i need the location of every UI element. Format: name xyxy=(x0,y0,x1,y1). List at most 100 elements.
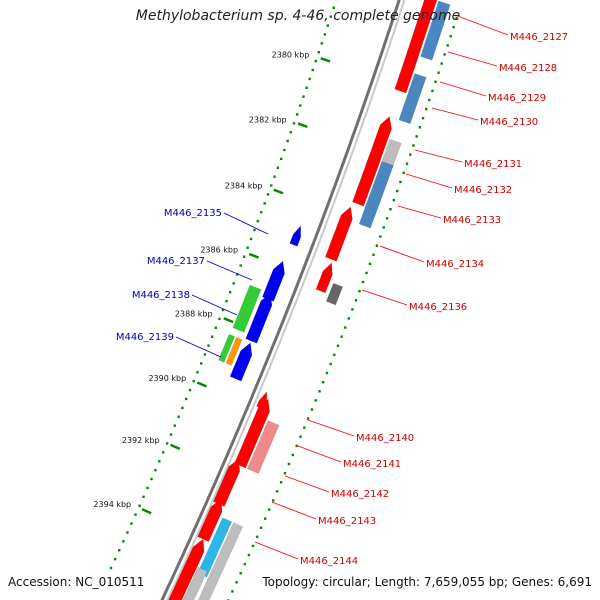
gene-label[interactable]: M446_2134 xyxy=(426,259,484,270)
gc-dot xyxy=(428,98,431,102)
gc-dot xyxy=(287,462,291,466)
label-leader-line xyxy=(175,336,222,358)
gene-label[interactable]: M446_2131 xyxy=(464,159,522,170)
gene-feature[interactable] xyxy=(394,50,417,94)
gene-feature[interactable] xyxy=(289,225,302,247)
gene-feature[interactable] xyxy=(192,522,244,600)
label-leader-line xyxy=(439,81,487,97)
gc-dot xyxy=(142,495,145,499)
backbone-highlight xyxy=(166,0,406,600)
gc-dot xyxy=(231,590,234,593)
gene-feature[interactable] xyxy=(213,458,241,507)
gc-dot xyxy=(382,226,385,229)
gc-dot xyxy=(347,317,351,320)
gene-feature[interactable] xyxy=(247,420,280,474)
gc-dot xyxy=(154,468,157,472)
gc-dot xyxy=(267,508,271,511)
gene-label[interactable]: M446_2139 xyxy=(116,332,174,343)
gene-feature[interactable] xyxy=(325,282,344,306)
gene-label[interactable]: M446_2130 xyxy=(480,117,538,128)
gc-dot xyxy=(405,162,409,165)
gene-label[interactable]: M446_2140 xyxy=(356,433,414,444)
gene-feature[interactable] xyxy=(175,566,208,600)
gc-dot xyxy=(295,444,298,448)
label-leader-line xyxy=(297,445,342,463)
label-leader-line xyxy=(361,289,408,306)
label-leader-line xyxy=(379,245,425,263)
gene-feature[interactable] xyxy=(324,206,353,262)
gene-feature[interactable] xyxy=(245,292,273,344)
gc-dot xyxy=(239,264,242,267)
gc-dot xyxy=(424,107,428,111)
gc-dot xyxy=(402,171,405,175)
gene-feature[interactable] xyxy=(218,333,236,363)
tick-label: 2380 kbp xyxy=(272,50,310,59)
gc-dot xyxy=(134,513,137,516)
gene-label[interactable]: M446_2136 xyxy=(409,302,467,313)
gene-feature[interactable] xyxy=(225,336,243,366)
gene-label[interactable]: M446_2128 xyxy=(499,63,557,74)
tick-label: 2392 kbp xyxy=(122,436,160,445)
label-leader-line xyxy=(307,419,355,437)
gc-dot xyxy=(263,202,266,205)
gc-dot xyxy=(232,282,235,285)
gc-dot xyxy=(399,180,402,184)
gene-feature[interactable] xyxy=(163,538,205,600)
gc-dot xyxy=(311,68,314,72)
tick-label: 2382 kbp xyxy=(249,115,287,124)
gene-label[interactable]: M446_2143 xyxy=(318,516,376,527)
gc-dot xyxy=(308,77,311,81)
gc-dot xyxy=(305,86,308,89)
gene-feature[interactable] xyxy=(234,398,270,469)
gc-dot xyxy=(365,271,368,275)
gc-dot xyxy=(177,415,180,418)
gene-feature[interactable] xyxy=(232,284,262,333)
gene-feature[interactable] xyxy=(420,0,451,61)
gc-dot xyxy=(109,566,113,570)
gene-label[interactable]: M446_2127 xyxy=(510,32,568,43)
gc-dot xyxy=(255,535,259,539)
gene-feature[interactable] xyxy=(229,342,253,382)
gene-label[interactable]: M446_2138 xyxy=(132,290,190,301)
gene-label[interactable]: M446_2132 xyxy=(454,185,512,196)
gene-feature[interactable] xyxy=(315,262,333,294)
gc-dot xyxy=(138,504,141,507)
gc-dot xyxy=(146,486,149,490)
label-leader-line xyxy=(206,260,253,281)
map-title-text: Methylobacterium sp. 4-46, complete geno… xyxy=(135,8,461,24)
gc-dot xyxy=(256,219,260,223)
gc-dot xyxy=(207,344,210,347)
gene-label[interactable]: M446_2142 xyxy=(331,489,389,500)
gene-label[interactable]: M446_2137 xyxy=(147,256,205,267)
gene-feature[interactable] xyxy=(398,73,427,125)
gc-dot xyxy=(236,273,239,276)
gc-dot xyxy=(235,581,238,584)
gc-dot xyxy=(368,262,372,266)
gene-label[interactable]: M446_2141 xyxy=(343,459,401,470)
label-leader-line xyxy=(254,541,299,560)
gc-dot xyxy=(320,42,324,45)
gc-dot xyxy=(130,522,133,525)
gene-label[interactable]: M446_2133 xyxy=(443,215,501,226)
gene-feature[interactable] xyxy=(352,148,381,207)
gene-label[interactable]: M446_2144 xyxy=(300,556,358,567)
gc-dot xyxy=(389,208,392,211)
gene-feature[interactable] xyxy=(358,161,394,229)
gene-feature[interactable] xyxy=(197,517,233,578)
gc-dot xyxy=(409,153,412,156)
gc-dot xyxy=(306,417,310,420)
gc-dot xyxy=(283,148,286,152)
gc-dot xyxy=(259,526,263,529)
gc-dot xyxy=(158,460,161,463)
gc-dot xyxy=(318,390,321,393)
gc-dot xyxy=(446,44,449,47)
gc-dot xyxy=(228,291,232,294)
gene-label[interactable]: M446_2129 xyxy=(488,93,546,104)
gc-dot xyxy=(118,549,121,552)
gene-feature[interactable] xyxy=(197,498,223,542)
gene-feature[interactable] xyxy=(262,260,285,302)
gc-dot xyxy=(113,557,117,561)
gene-label[interactable]: M446_2135 xyxy=(164,208,222,219)
label-leader-line xyxy=(405,173,453,189)
